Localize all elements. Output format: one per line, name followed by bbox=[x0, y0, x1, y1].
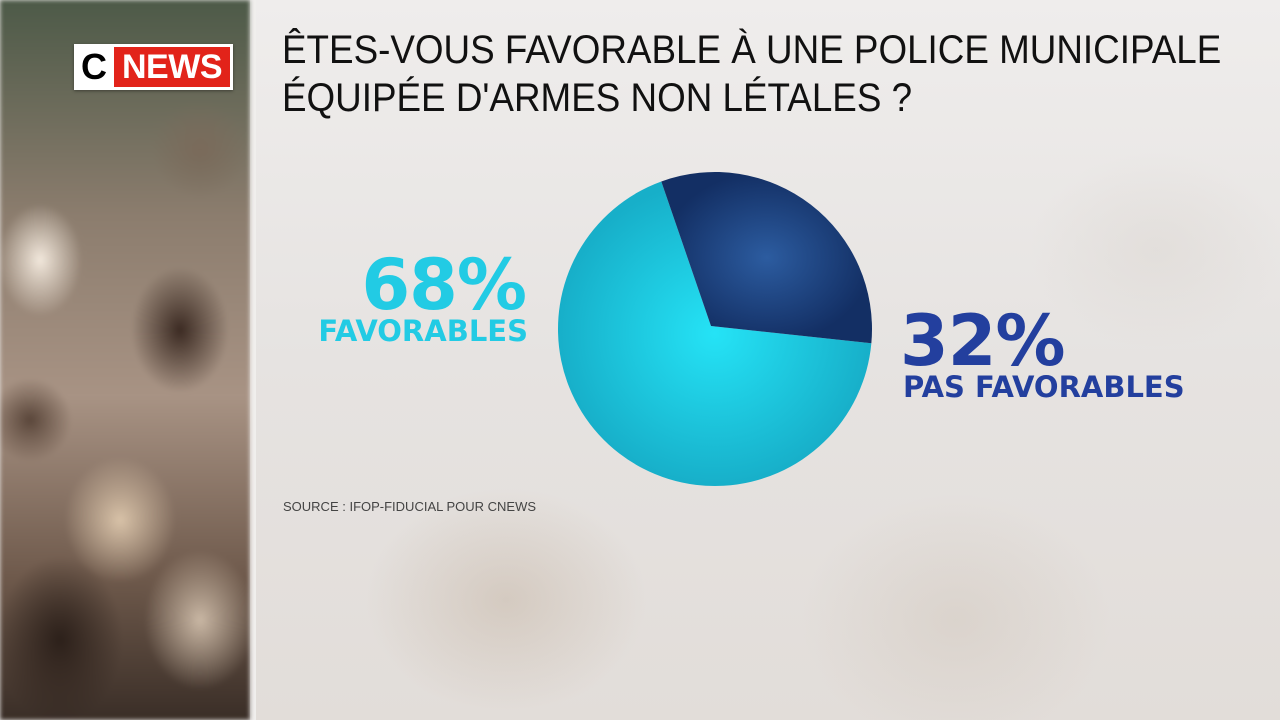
logo-c-letter: C bbox=[74, 44, 114, 90]
chart-title-line-1: ÊTES-VOUS FAVORABLE À UNE POLICE MUNICIP… bbox=[282, 28, 1222, 72]
crowd-photo bbox=[0, 0, 250, 720]
chart-title-line-2: ÉQUIPÉE D'ARMES NON LÉTALES ? bbox=[282, 76, 913, 120]
pie-slices bbox=[558, 171, 872, 486]
photo-divider bbox=[250, 0, 256, 720]
pie-slice-pas-favorables bbox=[661, 171, 872, 344]
favorables-percent-label: 68% bbox=[361, 244, 527, 326]
favorables-name-label: FAVORABLES bbox=[318, 314, 528, 348]
source-note: SOURCE : IFOP-FIDUCIAL POUR CNEWS bbox=[283, 499, 537, 514]
chart-title: ÊTES-VOUS FAVORABLE À UNE POLICE MUNICIP… bbox=[282, 26, 1222, 122]
pas-favorables-percent-label: 32% bbox=[900, 300, 1066, 382]
pie-chart bbox=[558, 171, 872, 486]
logo-news-text: NEWS bbox=[114, 44, 233, 90]
cnews-logo: C NEWS bbox=[74, 44, 233, 90]
pie-slice-favorables bbox=[558, 181, 872, 486]
pas-favorables-name-label: PAS FAVORABLES bbox=[903, 370, 1185, 404]
